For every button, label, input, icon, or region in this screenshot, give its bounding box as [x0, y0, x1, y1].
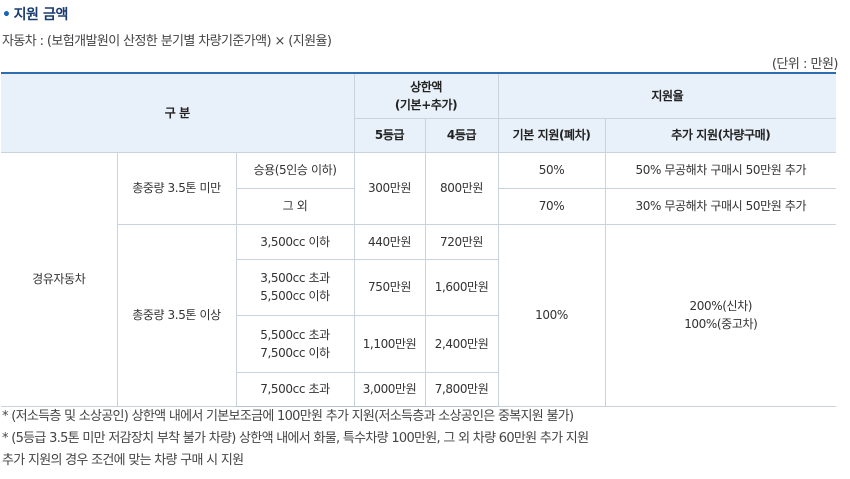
footnote-low-income: * (저소득층 및 소상공인) 상한액 내에서 기본보조금에 100만원 추가 … — [2, 409, 574, 424]
cap4-cell: 800만원 — [424, 151, 499, 225]
section-heading: • 지원 금액 — [2, 4, 68, 24]
displacement-cell: 5,500cc 초과 7,500cc 이하 — [236, 314, 355, 373]
vehicle-type-cell: 경유자동차 — [1, 151, 118, 407]
extra-rate-cell: 30% 무공해차 구매시 50만원 추가 — [604, 187, 837, 225]
cap5-cell: 750만원 — [353, 258, 426, 316]
footnote-extra-condition: 추가 지원의 경우 조건에 맞는 차량 구매 시 지원 — [2, 453, 244, 468]
footnote-small-vehicle: * (5등급 3.5톤 미만 저감장치 부착 불가 차량) 상한액 내에서 화물… — [2, 431, 589, 446]
cap4-cell: 720만원 — [424, 223, 499, 260]
weight-over-cell: 총중량 3.5톤 이상 — [117, 223, 237, 407]
extra-rate-cell: 200%(신차) 100%(중고차) — [604, 223, 837, 407]
cap4-cell: 2,400만원 — [424, 314, 499, 373]
extra-rate-used: 100%(중고차) — [684, 317, 758, 331]
displacement-line1: 3,500cc 초과 — [260, 271, 330, 285]
subsidy-table: 구 분 상한액 (기본+추가) 지원율 5등급 4등급 기본 지원(폐차) 추가… — [1, 72, 837, 407]
header-category: 구 분 — [1, 72, 355, 153]
basic-rate-cell: 50% — [497, 151, 606, 189]
cap5-cell: 300만원 — [353, 151, 426, 225]
displacement-line1: 5,500cc 초과 — [260, 327, 330, 342]
header-rate: 지원율 — [497, 72, 837, 119]
displacement-cell: 7,500cc 초과 — [236, 371, 355, 407]
table-row: 3,500cc 초과 5,500cc 이하 750만원 1,600만원 — [1, 258, 836, 316]
footnotes: * (저소득층 및 소상공인) 상한액 내에서 기본보조금에 100만원 추가 … — [2, 406, 589, 472]
cap5-cell: 440만원 — [353, 223, 426, 260]
section-title: 지원 금액 — [13, 7, 69, 23]
basic-rate-cell: 70% — [497, 187, 606, 225]
table-row: 5,500cc 초과 7,500cc 이하 1,100만원 2,400만원 — [1, 314, 836, 373]
header-cap: 상한액 (기본+추가) — [353, 72, 499, 119]
table-row: 총중량 3.5톤 이상 3,500cc 이하 440만원 720만원 100% … — [1, 223, 837, 407]
basic-rate-cell: 100% — [497, 223, 606, 407]
cap5-cell: 3,000만원 — [353, 371, 426, 407]
displacement-cell: 3,500cc 이하 — [235, 223, 355, 260]
extra-rate-new: 200%(신차) — [689, 299, 753, 313]
header-grade5: 5등급 — [354, 117, 426, 153]
cap4-cell: 7,800만원 — [424, 371, 499, 407]
cap5-cell: 1,100만원 — [353, 314, 426, 373]
header-extra-rate: 추가 지원(차량구매) — [604, 117, 837, 153]
displacement-cell: 3,500cc 초과 5,500cc 이하 — [236, 258, 355, 316]
weight-under-cell: 총중량 3.5톤 미만 — [116, 151, 237, 225]
bullet-icon: • — [2, 7, 11, 23]
subsidy-formula: 자동차 : (보험개발원이 산정한 분기별 차량기준가액) × (지원율) — [2, 34, 332, 49]
header-cap-line2: (기본+추가) — [394, 97, 458, 112]
subtype-cell: 그 외 — [236, 187, 355, 225]
extra-rate-cell: 50% 무공해차 구매시 50만원 추가 — [604, 151, 837, 189]
cap4-cell: 1,600만원 — [424, 258, 499, 316]
displacement-line2: 7,500cc 이하 — [260, 345, 330, 360]
header-cap-line1: 상한액 — [410, 79, 442, 94]
header-grade4: 4등급 — [424, 117, 499, 153]
header-basic-rate: 기본 지원(폐차) — [497, 117, 606, 153]
table-row: 경유자동차 총중량 3.5톤 미만 승용(5인승 이하) 300만원 800만원… — [1, 151, 837, 407]
unit-label: (단위 : 만원) — [771, 57, 839, 72]
subtype-cell: 승용(5인승 이하) — [235, 151, 355, 189]
table-row: 7,500cc 초과 3,000만원 7,800만원 — [1, 371, 836, 407]
displacement-line2: 5,500cc 이하 — [260, 289, 330, 303]
